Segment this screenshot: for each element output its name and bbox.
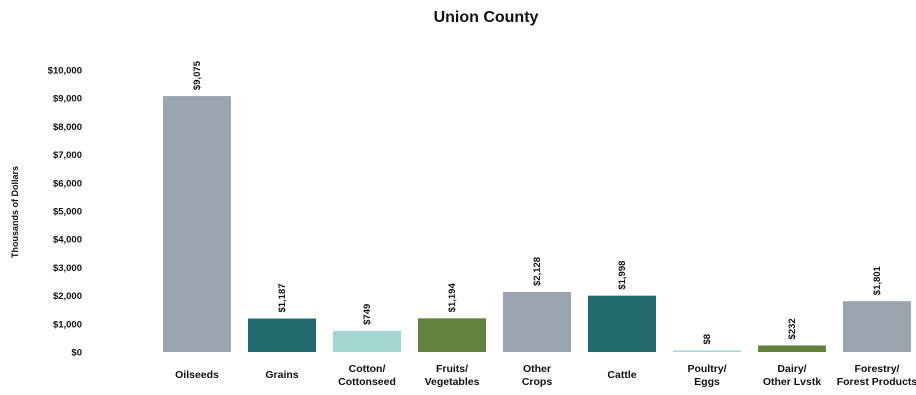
x-tick-label: Forestry/Forest Products — [837, 363, 916, 388]
data-label: $2,128 — [532, 257, 543, 286]
y-tick-label: $9,000 — [53, 94, 82, 105]
y-tick-label: $1,000 — [53, 319, 82, 330]
bar — [503, 291, 571, 352]
bar — [588, 295, 656, 352]
bar — [673, 350, 741, 352]
x-tick-label: Other Crops — [522, 363, 552, 388]
y-tick-label: $10,000 — [48, 66, 82, 77]
y-tick-label: $8,000 — [53, 122, 82, 133]
y-tick-label: $4,000 — [53, 235, 82, 246]
x-tick-label: Oilseeds — [175, 369, 219, 381]
data-label: $749 — [362, 304, 373, 325]
y-tick-label: $0 — [71, 348, 82, 359]
y-tick-label: $2,000 — [53, 291, 82, 302]
bars — [163, 96, 911, 353]
y-axis-ticks: $0 $1,000 $2,000 $3,000 $4,000 $5,000 $6,000 $7… — [48, 66, 82, 359]
data-label: $1,801 — [872, 265, 883, 295]
data-labels: $9,075 $1,187 $749 $1,194 $2,128 $1,998 $8 $232… — [192, 60, 883, 344]
bar — [418, 318, 486, 352]
bar — [248, 318, 316, 352]
data-label: $9,075 — [192, 60, 203, 90]
bar — [163, 96, 231, 353]
x-axis-ticks: Oilseeds Grains Cotton/Cottonseed Fruits/Ve… — [175, 363, 916, 388]
data-label: $1,998 — [617, 261, 628, 290]
x-tick-label: Cattle — [607, 369, 636, 381]
bar — [758, 345, 826, 352]
y-tick-label: $3,000 — [53, 263, 82, 274]
x-tick-label: Dairy/Other Lvstk — [763, 363, 822, 388]
x-tick-label: Grains — [265, 369, 298, 381]
bar — [333, 330, 401, 352]
x-tick-label: Fruits/Vegetables — [425, 363, 480, 388]
data-label: $1,194 — [447, 283, 458, 313]
data-label: $232 — [787, 318, 798, 339]
x-tick-label: Cotton/Cottonseed — [338, 363, 396, 388]
x-tick-label: Poultry/Eggs — [687, 363, 726, 388]
bar — [843, 301, 911, 352]
chart-title: Union County — [434, 9, 539, 26]
y-axis-title: Thousands of Dollars — [10, 166, 20, 258]
y-tick-label: $5,000 — [53, 207, 82, 218]
y-tick-label: $7,000 — [53, 150, 82, 161]
y-tick-label: $6,000 — [53, 178, 82, 189]
data-label: $8 — [702, 334, 713, 345]
data-label: $1,187 — [277, 283, 288, 312]
